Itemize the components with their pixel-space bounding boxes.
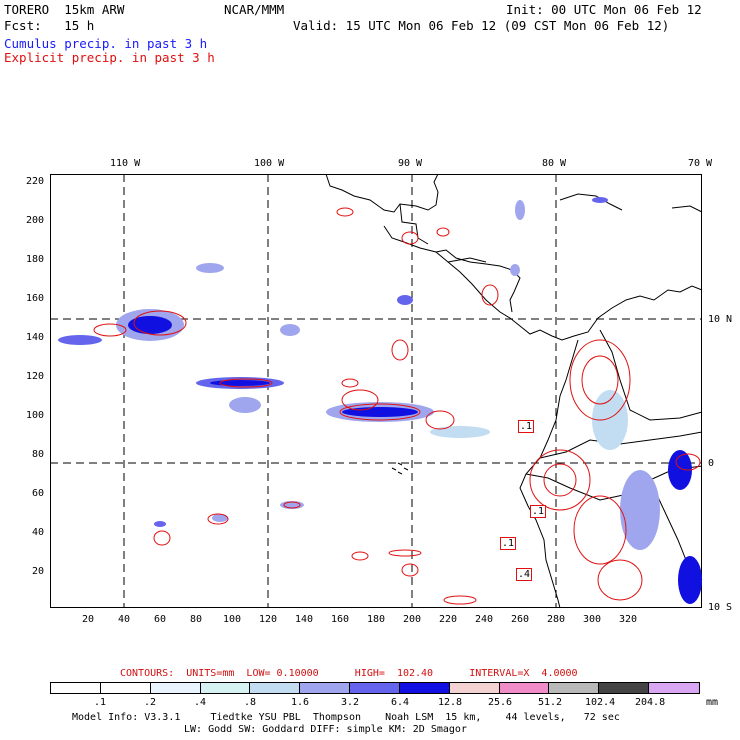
contour-label: .1 [500, 537, 517, 550]
org-label: NCAR/MMM [224, 2, 285, 17]
coastline-central-america [383, 225, 703, 341]
colorbar-label: 6.4 [391, 697, 410, 708]
colorbar-label: 204.8 [635, 697, 666, 708]
colorbar-label: 12.8 [438, 697, 463, 708]
y-tick-label: 160 [26, 293, 45, 304]
cumulus-precip-areas [58, 197, 702, 604]
x-tick-label: 200 [403, 614, 422, 625]
y-tick-label: 60 [32, 488, 45, 499]
border-honduras [447, 257, 487, 263]
colorbar-cell [300, 683, 351, 693]
colorbar-label: 25.6 [488, 697, 513, 708]
colorbar-cell [150, 683, 201, 693]
x-tick-label: 40 [118, 614, 131, 625]
colorbar-cell [399, 683, 450, 693]
y-tick-label: 80 [32, 449, 45, 460]
colorbar-cell [350, 683, 400, 693]
y-tick-label: 200 [26, 215, 45, 226]
y-tick-label: 20 [32, 566, 45, 577]
lon-label: 70 W [688, 158, 713, 169]
lat-label: 0 [708, 458, 715, 469]
y-tick-label: 220 [26, 176, 45, 187]
y-tick-label: 100 [26, 410, 45, 421]
contours-info: CONTOURS: UNITS=mm LOW= 0.10000 HIGH= 10… [120, 668, 578, 679]
colorbar-label: 102.4 [585, 697, 616, 708]
x-tick-label: 280 [547, 614, 566, 625]
coastline-colombia [519, 339, 579, 609]
coastline-cuba [559, 193, 623, 211]
colorbar-label: 3.2 [341, 697, 360, 708]
colorbar-cell [250, 683, 301, 693]
y-tick-label: 120 [26, 371, 45, 382]
contour-label: .1 [518, 420, 535, 433]
y-tick-label: 140 [26, 332, 45, 343]
coastline-mexico [325, 173, 439, 213]
model-info: Model Info: V3.3.1 Tiedtke YSU PBL Thomp… [72, 712, 620, 723]
x-tick-label: 220 [439, 614, 458, 625]
map-panel [50, 174, 702, 608]
x-tick-label: 20 [82, 614, 95, 625]
forecast-hour: Fcst: 15 h [4, 18, 95, 33]
colorbar-cell [449, 683, 500, 693]
explicit-field-label: Explicit precip. in past 3 h [4, 50, 215, 65]
explicit-precip-contours [93, 207, 701, 605]
galapagos-islands [391, 462, 409, 475]
x-tick-label: 80 [190, 614, 203, 625]
colorbar-label: .2 [144, 697, 157, 708]
x-tick-label: 160 [331, 614, 350, 625]
colorbar-unit: mm [706, 697, 719, 708]
x-tick-label: 120 [259, 614, 278, 625]
lon-label: 80 W [542, 158, 567, 169]
y-tick-label: 180 [26, 254, 45, 265]
x-tick-label: 140 [295, 614, 314, 625]
colorbar-label: .8 [244, 697, 257, 708]
colorbar-cell [499, 683, 550, 693]
lon-label: 90 W [398, 158, 423, 169]
colorbar-cell [200, 683, 251, 693]
colorbar-cell [549, 683, 600, 693]
contour-label: .4 [516, 568, 533, 581]
contour-label: .1 [530, 505, 547, 518]
x-tick-label: 100 [223, 614, 242, 625]
coastline-yucatan [435, 249, 521, 313]
valid-time: Valid: 15 UTC Mon 06 Feb 12 (09 CST Mon … [293, 18, 670, 33]
colorbar-label: 1.6 [291, 697, 310, 708]
lat-label: 10 N [708, 314, 733, 325]
init-time: Init: 00 UTC Mon 06 Feb 12 [506, 2, 702, 17]
colorbar-cell [599, 683, 650, 693]
colorbar-cell [51, 683, 101, 693]
x-tick-label: 240 [475, 614, 494, 625]
x-tick-label: 300 [583, 614, 602, 625]
coastline-hispaniola [671, 205, 703, 213]
colorbar-label: .4 [194, 697, 207, 708]
x-tick-label: 320 [619, 614, 638, 625]
colorbar-cell [100, 683, 151, 693]
x-tick-label: 180 [367, 614, 386, 625]
border-venezuela [599, 329, 703, 421]
colorbar-cell [649, 683, 699, 693]
y-tick-label: 40 [32, 527, 45, 538]
border-guatemala [399, 203, 429, 245]
x-tick-label: 260 [511, 614, 530, 625]
model-physics: LW: Godd SW: Goddard DIFF: simple KM: 2D… [184, 724, 467, 735]
colorbar-label: .1 [94, 697, 107, 708]
cumulus-field-label: Cumulus precip. in past 3 h [4, 36, 208, 51]
lon-label: 100 W [254, 158, 285, 169]
lon-label: 110 W [110, 158, 141, 169]
x-tick-label: 60 [154, 614, 167, 625]
model-title: TORERO 15km ARW [4, 2, 125, 17]
lat-label: 10 S [708, 602, 733, 613]
colorbar-label: 51.2 [538, 697, 563, 708]
colorbar [50, 682, 700, 694]
